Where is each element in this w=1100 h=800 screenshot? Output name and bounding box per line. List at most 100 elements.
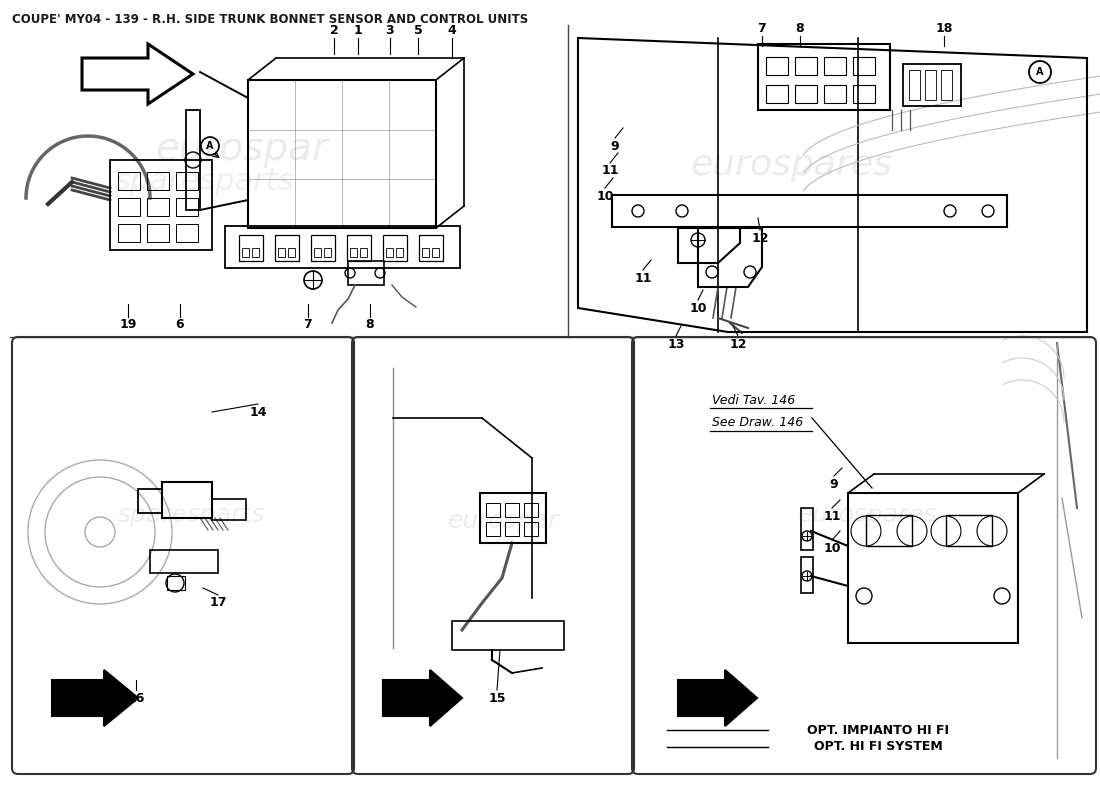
Text: 9: 9 [829, 478, 838, 490]
Bar [239, 235, 263, 261]
Text: A: A [1036, 67, 1044, 77]
Bar [226, 226, 460, 268]
Bar [176, 198, 198, 216]
Text: 4: 4 [448, 23, 456, 37]
Text: 9: 9 [610, 139, 619, 153]
Text: eurospares: eurospares [798, 503, 937, 527]
Bar [480, 493, 546, 543]
Text: 10: 10 [823, 542, 840, 554]
Bar [150, 550, 218, 573]
Bar [524, 503, 538, 517]
Text: COUPE' MY04 - 139 - R.H. SIDE TRUNK BONNET SENSOR AND CONTROL UNITS: COUPE' MY04 - 139 - R.H. SIDE TRUNK BONN… [12, 13, 528, 26]
Bar [419, 235, 443, 261]
Text: 3: 3 [386, 23, 394, 37]
Bar [167, 576, 185, 590]
Bar [486, 503, 500, 517]
Text: eurospares: eurospares [690, 148, 892, 182]
Bar [288, 248, 295, 257]
Bar [524, 522, 538, 536]
Bar [176, 224, 198, 242]
Text: 11: 11 [602, 165, 618, 178]
Bar [612, 195, 1006, 227]
Bar [946, 515, 992, 546]
Bar [852, 85, 874, 103]
Text: 16: 16 [128, 691, 145, 705]
Text: 12: 12 [729, 338, 747, 350]
Bar [795, 57, 817, 75]
Bar [212, 499, 246, 520]
Bar [348, 261, 384, 285]
Bar [824, 57, 846, 75]
Text: 6: 6 [176, 318, 185, 331]
Bar [940, 70, 952, 100]
Text: 10: 10 [596, 190, 614, 202]
Bar [110, 160, 212, 250]
Bar [242, 248, 249, 257]
Bar [346, 235, 371, 261]
Text: 14: 14 [250, 406, 266, 418]
Text: OPT. HI FI SYSTEM: OPT. HI FI SYSTEM [814, 741, 943, 754]
Bar [118, 224, 140, 242]
Polygon shape [52, 670, 138, 726]
Text: Vedi Tav. 146: Vedi Tav. 146 [712, 394, 795, 406]
Bar [758, 44, 890, 110]
Bar [278, 248, 285, 257]
Text: See Draw. 146: See Draw. 146 [712, 417, 803, 430]
Bar [766, 85, 788, 103]
Text: 7: 7 [304, 318, 312, 331]
Text: 1: 1 [353, 23, 362, 37]
Bar [925, 70, 936, 100]
Bar [360, 248, 367, 257]
Polygon shape [678, 670, 757, 726]
Bar [505, 503, 519, 517]
Bar [909, 70, 920, 100]
Bar [486, 522, 500, 536]
Bar [852, 57, 874, 75]
Bar [432, 248, 439, 257]
Text: 5: 5 [414, 23, 422, 37]
Bar [452, 621, 564, 650]
Bar [801, 508, 813, 550]
Text: A: A [207, 141, 213, 151]
Text: 8: 8 [795, 22, 804, 34]
Bar [848, 493, 1018, 643]
Text: 17: 17 [209, 597, 227, 610]
Bar [801, 557, 813, 593]
Text: 10: 10 [690, 302, 706, 314]
Text: 19: 19 [119, 318, 136, 331]
Bar [275, 235, 299, 261]
Bar [147, 224, 169, 242]
Text: 11: 11 [823, 510, 840, 522]
Bar [118, 198, 140, 216]
Bar [795, 85, 817, 103]
Bar [147, 172, 169, 190]
Bar [866, 515, 912, 546]
Text: OPT. IMPIANTO HI FI: OPT. IMPIANTO HI FI [807, 723, 949, 737]
Text: 7: 7 [758, 22, 767, 34]
Text: eurospar: eurospar [155, 130, 328, 168]
Bar [118, 172, 140, 190]
Bar [766, 57, 788, 75]
Text: 11: 11 [635, 271, 651, 285]
Bar [138, 489, 162, 513]
Text: 18: 18 [935, 22, 953, 34]
Text: 12: 12 [751, 231, 769, 245]
Bar [386, 248, 393, 257]
Text: 13: 13 [668, 338, 684, 350]
Bar [311, 235, 336, 261]
Bar [176, 172, 198, 190]
Polygon shape [383, 670, 462, 726]
Bar [383, 235, 407, 261]
Bar [505, 522, 519, 536]
Text: eurospar: eurospar [448, 509, 559, 533]
Bar [324, 248, 331, 257]
Bar [350, 248, 358, 257]
Bar [162, 482, 212, 518]
Text: 8: 8 [365, 318, 374, 331]
Bar [248, 80, 436, 228]
Text: sparesparts: sparesparts [116, 167, 295, 196]
Bar [314, 248, 321, 257]
Text: 15: 15 [488, 691, 506, 705]
Bar [147, 198, 169, 216]
Bar [396, 248, 403, 257]
